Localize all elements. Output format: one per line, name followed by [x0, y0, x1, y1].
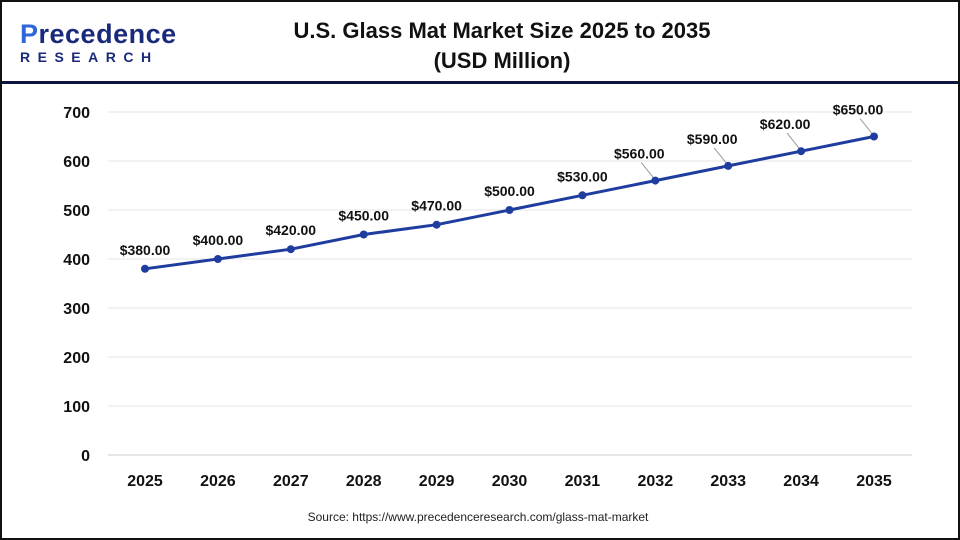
- data-point: [578, 191, 587, 200]
- y-tick-label: 0: [81, 448, 90, 465]
- y-tick-label: 500: [63, 203, 90, 220]
- data-point: [286, 245, 295, 254]
- data-label: $500.00: [484, 183, 535, 199]
- y-tick-label: 300: [63, 301, 90, 318]
- x-tick-label: 2034: [783, 473, 819, 490]
- data-label: $590.00: [687, 131, 738, 147]
- data-point: [870, 132, 878, 141]
- data-point: [213, 255, 222, 263]
- x-tick-label: 2033: [710, 473, 746, 490]
- x-tick-label: 2029: [419, 473, 455, 490]
- data-point: [505, 206, 514, 214]
- data-label: $380.00: [120, 242, 171, 258]
- y-tick-label: 400: [63, 252, 90, 269]
- data-point: [141, 264, 149, 273]
- data-point: [359, 230, 368, 239]
- y-tick-label: 700: [63, 105, 90, 122]
- y-tick-label: 200: [63, 350, 90, 367]
- leader-line: [640, 162, 654, 178]
- x-tick-label: 2035: [856, 473, 892, 490]
- data-label: $400.00: [193, 232, 244, 248]
- header: Precedence RESEARCH U.S. Glass Mat Marke…: [2, 2, 958, 84]
- data-point: [651, 176, 660, 185]
- data-label: $420.00: [265, 222, 316, 238]
- x-tick-label: 2032: [638, 473, 674, 490]
- x-tick-label: 2030: [492, 473, 528, 490]
- data-label: $650.00: [833, 102, 884, 118]
- data-label: $560.00: [614, 146, 665, 162]
- subtitle-line: (USD Million): [433, 48, 571, 73]
- chart-title: U.S. Glass Mat Market Size 2025 to 2035 …: [202, 16, 802, 76]
- data-label: $620.00: [760, 116, 811, 132]
- leader-line: [859, 118, 873, 134]
- series-line: [144, 135, 875, 271]
- precedence-research-logo: Precedence RESEARCH: [20, 20, 177, 65]
- y-tick-label: 600: [63, 154, 90, 171]
- data-label: $470.00: [411, 198, 462, 214]
- x-tick-label: 2027: [273, 473, 309, 490]
- logo-word: recedence: [38, 19, 177, 49]
- leader-line: [786, 132, 800, 149]
- title-line: U.S. Glass Mat Market Size 2025 to 2035: [293, 18, 711, 43]
- source-note: Source: https://www.precedenceresearch.c…: [307, 510, 649, 524]
- data-label: $450.00: [338, 208, 389, 224]
- data-point: [797, 147, 806, 156]
- y-tick-label: 100: [63, 399, 90, 416]
- logo-initial: P: [20, 19, 39, 49]
- leader-line: [713, 147, 727, 164]
- x-tick-label: 2028: [346, 473, 382, 490]
- x-tick-label: 2026: [200, 473, 236, 490]
- logo-subword: RESEARCH: [20, 49, 159, 65]
- x-tick-label: 2025: [127, 473, 163, 490]
- data-label: $530.00: [557, 168, 608, 184]
- data-point: [724, 161, 733, 170]
- x-tick-label: 2031: [565, 473, 601, 490]
- data-point: [432, 220, 441, 229]
